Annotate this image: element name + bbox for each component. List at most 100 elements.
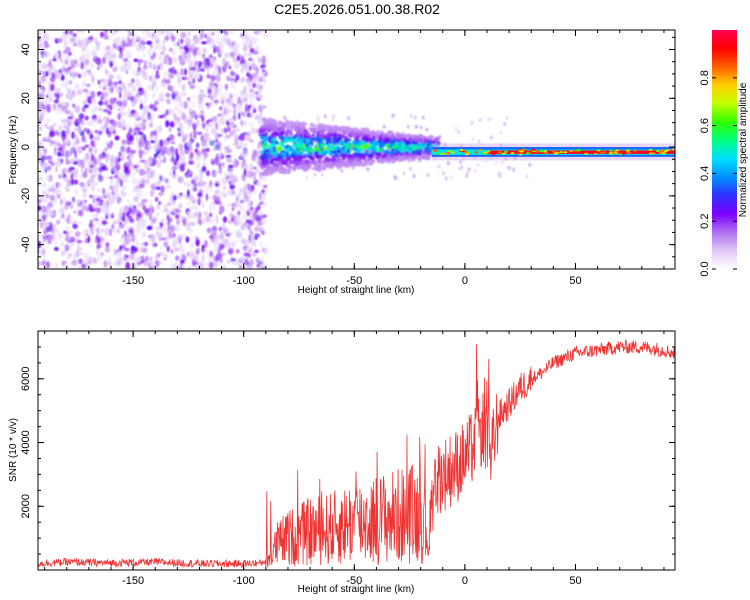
heatmap-cell [194,73,200,80]
heatmap-cell [64,119,69,123]
heatmap-cell [247,60,254,66]
heatmap-cell [402,171,406,176]
heatmap-cell [317,158,322,164]
heatmap-cell [246,246,251,252]
colorbar-bar [712,30,737,269]
heatmap-cell [260,154,265,157]
heatmap-cell [149,103,153,111]
heatmap-cell [252,82,257,88]
heatmap-cell [84,58,89,65]
heatmap-cell [219,166,223,175]
heatmap-cell [132,69,136,77]
heatmap-cell [109,228,112,237]
heatmap-cell [250,126,256,135]
heatmap-cell [264,153,268,158]
heatmap-cell [173,69,178,75]
heatmap-cell [239,207,246,212]
heatmap-cell [210,201,215,205]
heatmap-cell [243,168,247,176]
heatmap-cell [90,91,96,99]
heatmap-cell [240,119,243,127]
heatmap-cell [314,147,319,151]
heatmap-cell [45,70,49,77]
heatmap-cell [116,217,121,222]
heatmap-cell [439,152,444,155]
heatmap-cell [382,124,386,129]
heatmap-cell [97,255,103,260]
heatmap-cell [354,152,359,158]
heatmap-cell [215,254,220,261]
heatmap-cell [312,164,315,169]
heatmap-cell [135,80,142,88]
heatmap-cell [102,46,108,52]
heatmap-cell [280,125,286,131]
heatmap-cell [406,124,410,129]
heatmap-cell [108,74,114,80]
heatmap-cell [188,114,194,120]
heatmap-cell [219,106,222,111]
heatmap-cell [81,71,88,79]
heatmap-cell [224,244,229,249]
heatmap-cell [331,154,335,159]
heatmap-cell [333,146,338,150]
heatmap-cell [38,140,43,148]
heatmap-cell [95,207,102,214]
heatmap-cell [219,127,225,135]
heatmap-cell [192,186,198,192]
heatmap-cell [244,134,251,142]
heatmap-cell [85,55,91,59]
heatmap-cell [179,153,186,162]
heatmap-cell [131,177,137,186]
heatmap-cell [201,92,207,99]
heatmap-cell [113,129,116,135]
heatmap-cell [121,118,126,126]
heatmap-cell [171,166,178,171]
heatmap-cell [242,120,247,126]
heatmap-cell [53,162,58,166]
heatmap-cell [147,144,152,151]
heatmap-cell [157,155,162,159]
heatmap-cell [90,140,95,147]
heatmap-cell [149,199,153,205]
heatmap-cell [173,40,177,48]
heatmap-cell [228,93,234,101]
heatmap-cell [182,219,187,227]
heatmap-cell [236,231,243,239]
heatmap-cell [332,133,338,137]
heatmap-cell [152,92,156,98]
heatmap-cell [208,54,213,58]
heatmap-cell [303,122,308,125]
heatmap-cell [112,43,118,49]
heatmap-cell [86,120,92,127]
heatmap-cell [386,156,391,161]
heatmap-cell [139,103,144,110]
heatmap-cell [160,159,164,164]
heatmap-cell [178,122,183,129]
heatmap-cell [253,189,257,196]
heatmap-cell [186,201,191,205]
heatmap-cell [139,243,144,251]
heatmap-cell [426,143,431,148]
spectrogram-xlabel: Height of straight line (km) [298,285,415,296]
heatmap-cell [119,238,125,243]
heatmap-cell [94,257,98,264]
heatmap-cell [159,65,165,71]
heatmap-cell [209,57,212,65]
heatmap-cell [195,236,199,240]
heatmap-cell [187,80,192,86]
heatmap-cell [108,124,115,133]
heatmap-cell [74,57,77,62]
heatmap-cell [261,162,265,166]
heatmap-cell [59,215,62,221]
heatmap-cell [254,95,258,101]
heatmap-cell [180,215,184,220]
heatmap-cell [77,265,83,269]
heatmap-cell [179,263,183,269]
heatmap-cell [370,131,376,136]
heatmap-cell [471,136,475,141]
heatmap-cell [229,172,233,177]
heatmap-cell [195,122,202,127]
heatmap-cell [138,202,141,209]
heatmap-cell [236,103,242,109]
